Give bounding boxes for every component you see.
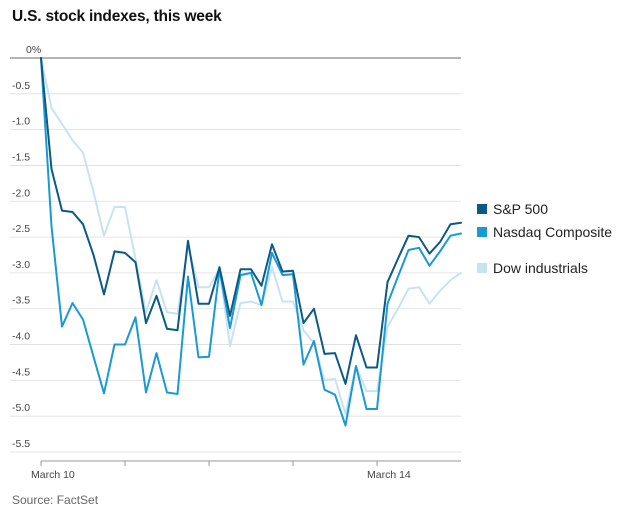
y-tick-label: -4.5 [12,366,30,378]
series-line-s-p-500 [40,57,462,385]
series-layer [40,57,462,427]
y-tick-label: -5.0 [12,402,30,414]
y-tick-label: 0% [26,44,41,56]
chart-source: Source: FactSet [12,493,99,507]
legend-swatch-s-p-500 [477,204,487,214]
legend-label: Dow industrials [493,260,588,276]
legend: S&P 500 Nasdaq Composite Dow industrials [477,201,612,276]
y-tick-label: -4.0 [12,331,30,343]
y-tick-label: -3.0 [12,259,30,271]
legend-label: Nasdaq Composite [493,224,612,240]
y-tick-label: -5.5 [12,438,30,450]
y-tick-label: -0.5 [12,80,30,92]
axis-layer: 0% -0.5 -1.0 -1.5 -2.0 -2.5 -3.0 -3.5 -4.0 -4.5 -5… [12,44,461,481]
y-tick-label: -1.5 [12,151,30,163]
y-tick-label: -2.0 [12,187,30,199]
chart-title: U.S. stock indexes, this week [12,8,222,25]
legend-swatch-nasdaq-composite [477,227,487,237]
grid-layer [10,57,461,453]
y-tick-label: -3.5 [12,295,30,307]
series-line-nasdaq-composite [40,57,462,427]
y-tick-label: -2.5 [12,223,30,235]
x-tick-label: March 10 [31,469,75,481]
x-tick-label: March 14 [367,469,411,481]
y-tick-label: -1.0 [12,116,30,128]
legend-label: S&P 500 [493,201,548,217]
legend-swatch-dow-industrials [477,263,487,273]
series-line-dow-industrials [40,57,462,415]
